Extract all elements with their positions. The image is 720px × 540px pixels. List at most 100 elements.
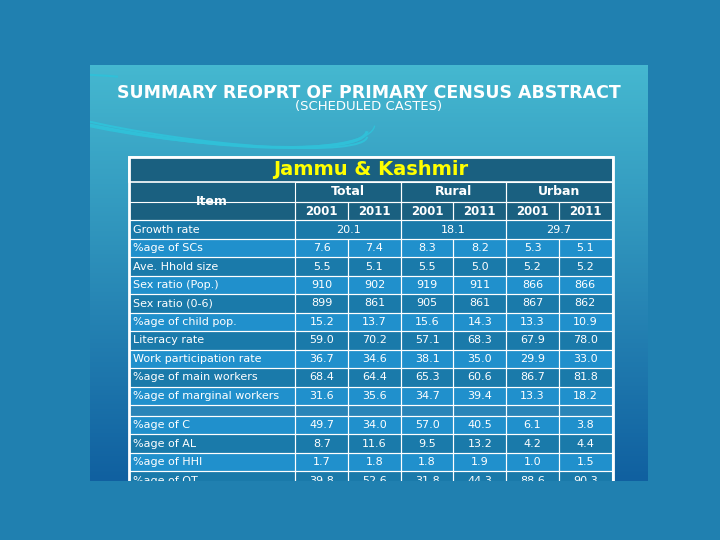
Text: 866: 866 [522,280,543,290]
Bar [401,257,454,276]
Text: 6.1: 6.1 [523,420,541,430]
Bar [401,453,454,471]
Text: 52.6: 52.6 [362,476,387,485]
Bar [506,239,559,257]
Text: %age of HHI: %age of HHI [132,457,202,467]
Bar [506,257,559,276]
Text: 34.7: 34.7 [415,391,440,401]
Bar [129,202,295,220]
Text: 867: 867 [522,299,543,308]
Bar [506,202,559,220]
Bar [506,471,559,490]
Bar [559,453,611,471]
Text: 911: 911 [469,280,490,290]
Text: 5.1: 5.1 [366,261,383,272]
Bar [559,416,611,434]
Bar [129,331,295,350]
Bar [348,202,401,220]
Bar [401,294,454,313]
Bar [506,350,559,368]
Bar [348,471,401,490]
Bar [454,331,506,350]
Text: 8.2: 8.2 [471,243,489,253]
Bar [506,368,559,387]
Text: 902: 902 [364,280,385,290]
Bar [401,239,454,257]
Bar [559,416,611,434]
Bar [401,220,506,239]
Text: 38.1: 38.1 [415,354,439,364]
Bar [129,434,295,453]
Text: 11.6: 11.6 [362,438,387,449]
Bar [401,350,454,368]
Bar [295,220,401,239]
Bar [295,350,348,368]
Text: Total: Total [331,185,365,198]
Text: 2011: 2011 [569,205,601,218]
Text: 7.6: 7.6 [313,243,330,253]
Bar [454,471,506,490]
Bar [401,416,454,434]
Bar [454,294,506,313]
Bar [348,331,401,350]
Bar [401,434,454,453]
Bar [559,368,611,387]
Bar [401,453,454,471]
Bar [454,387,506,405]
Bar [454,350,506,368]
Text: 1.8: 1.8 [418,457,436,467]
Text: 29.7: 29.7 [546,225,572,234]
Bar [348,313,401,331]
Bar [129,220,295,239]
Bar [506,276,559,294]
Text: 1.0: 1.0 [523,457,541,467]
Bar [295,202,348,220]
Bar [129,294,295,313]
Bar [348,387,401,405]
Bar [506,239,559,257]
Bar [454,350,506,368]
Bar [559,202,611,220]
Bar [454,257,506,276]
Text: 1.8: 1.8 [366,457,383,467]
Bar [506,220,611,239]
Bar [506,350,559,368]
Text: 13.3: 13.3 [521,391,545,401]
Bar [295,453,348,471]
Bar [295,416,348,434]
Text: 15.6: 15.6 [415,317,439,327]
Bar [129,294,295,313]
Bar [295,405,348,416]
Bar [454,276,506,294]
Text: %age of AL: %age of AL [132,438,196,449]
Text: 13.2: 13.2 [467,438,492,449]
Text: 67.9: 67.9 [520,335,545,346]
Text: Sex ratio (0-6): Sex ratio (0-6) [132,299,212,308]
Text: 919: 919 [416,280,438,290]
Bar [401,276,454,294]
Bar [454,294,506,313]
Bar [454,331,506,350]
Bar [295,434,348,453]
Bar [454,202,506,220]
Bar [129,157,613,182]
Text: 59.0: 59.0 [310,335,334,346]
Bar [129,313,295,331]
Bar [559,350,611,368]
Bar [401,471,454,490]
Bar [506,294,559,313]
Text: 29.9: 29.9 [520,354,545,364]
Bar [506,453,559,471]
Text: 68.4: 68.4 [310,373,334,382]
Text: 90.3: 90.3 [573,476,598,485]
Bar [401,331,454,350]
Text: 44.3: 44.3 [467,476,492,485]
Text: Sex ratio (Pop.): Sex ratio (Pop.) [132,280,218,290]
Text: 8.3: 8.3 [418,243,436,253]
Bar [295,387,348,405]
Bar [454,405,506,416]
Text: 861: 861 [469,299,490,308]
Bar [506,434,559,453]
Bar [506,405,559,416]
Bar [129,416,295,434]
